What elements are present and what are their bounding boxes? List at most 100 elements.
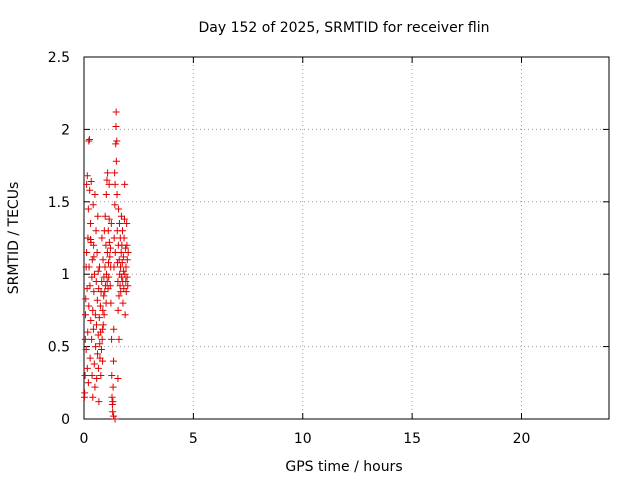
x-tick-label: 0 [80,431,89,447]
data-point [111,415,119,423]
data-point [117,248,125,256]
data-point [94,212,102,220]
plot-frame [83,56,610,420]
data-point [93,248,101,256]
data-point [98,234,106,242]
data-point [114,306,122,314]
data-point [110,357,118,365]
data-point [120,234,128,242]
data-point [90,360,98,368]
x-axis-title: GPS time / hours [285,459,402,475]
data-point [103,248,111,256]
data-point [82,345,90,353]
data-point [95,314,103,322]
x-tick-labels: 0 5 10 15 20 [80,431,531,447]
data-point [117,212,125,220]
data-point [89,201,97,209]
data-point [108,393,116,401]
data-point [87,220,95,228]
data-point [89,325,97,333]
data-point [82,295,90,303]
y-tick-labels: 0 0.5 1 1.5 2 2.5 [48,50,70,428]
data-point [90,241,98,249]
data-point [88,372,96,380]
data-point [115,205,123,213]
data-point [83,248,91,256]
data-point [92,227,100,235]
data-point [106,244,114,252]
y-tick-label: 2 [61,122,70,138]
y-tick-label: 1 [61,267,70,283]
data-point [88,256,96,264]
data-point [105,238,113,246]
data-point [87,178,95,186]
y-tick-label: 0 [61,412,70,428]
data-point [124,248,132,256]
data-point [105,215,113,223]
y-axis-title: SRMTID / TECUs [6,182,22,295]
data-point [103,176,111,184]
data-point [87,317,95,325]
data-point [122,277,130,285]
data-point [104,227,112,235]
data-point [115,335,123,343]
data-point [118,259,126,267]
data-point [106,282,114,290]
data-point [109,398,117,406]
data-point [107,220,115,228]
data-point [124,282,132,290]
data-point [120,215,128,223]
data-point [94,350,102,358]
data-point [83,172,91,180]
data-point [109,408,117,416]
data-point [92,343,100,351]
data-point [119,227,126,235]
data-point [93,374,101,382]
data-point [81,372,89,380]
data-point [116,282,124,290]
data-point [110,234,118,242]
x-tick-label: 5 [189,431,198,447]
data-point [99,306,107,314]
data-point [122,288,130,296]
data-point [105,259,112,267]
grid [84,57,609,419]
data-point [122,244,130,252]
data-point [119,253,127,261]
data-point [109,383,117,391]
data-point [89,393,97,401]
data-point [83,285,91,293]
data-point [91,383,99,391]
data-point [81,335,89,343]
data-point [98,345,105,353]
y-tick-label: 2.5 [48,50,70,66]
data-point [101,288,109,296]
data-point [100,292,108,300]
data-point [123,241,131,249]
axis-ticks [83,56,609,420]
data-point [90,288,98,296]
data-point [96,302,104,310]
data-point [123,220,131,228]
data-point [87,235,95,243]
data-point [94,267,102,275]
data-point [86,186,94,194]
data-point [83,364,91,372]
data-point [104,169,112,177]
data-point [99,325,107,333]
data-points [80,108,132,423]
data-point [81,389,89,397]
data-point [107,299,115,307]
data-point [84,379,92,387]
data-point [90,253,98,261]
data-point [123,256,131,264]
data-point [97,372,105,380]
x-tick-label: 10 [294,431,312,447]
data-point [111,180,119,188]
data-point [115,292,123,300]
data-point [91,311,99,319]
data-point [111,169,119,177]
y-tick-label: 0.5 [48,340,70,356]
y-tick-label: 1.5 [48,195,70,211]
